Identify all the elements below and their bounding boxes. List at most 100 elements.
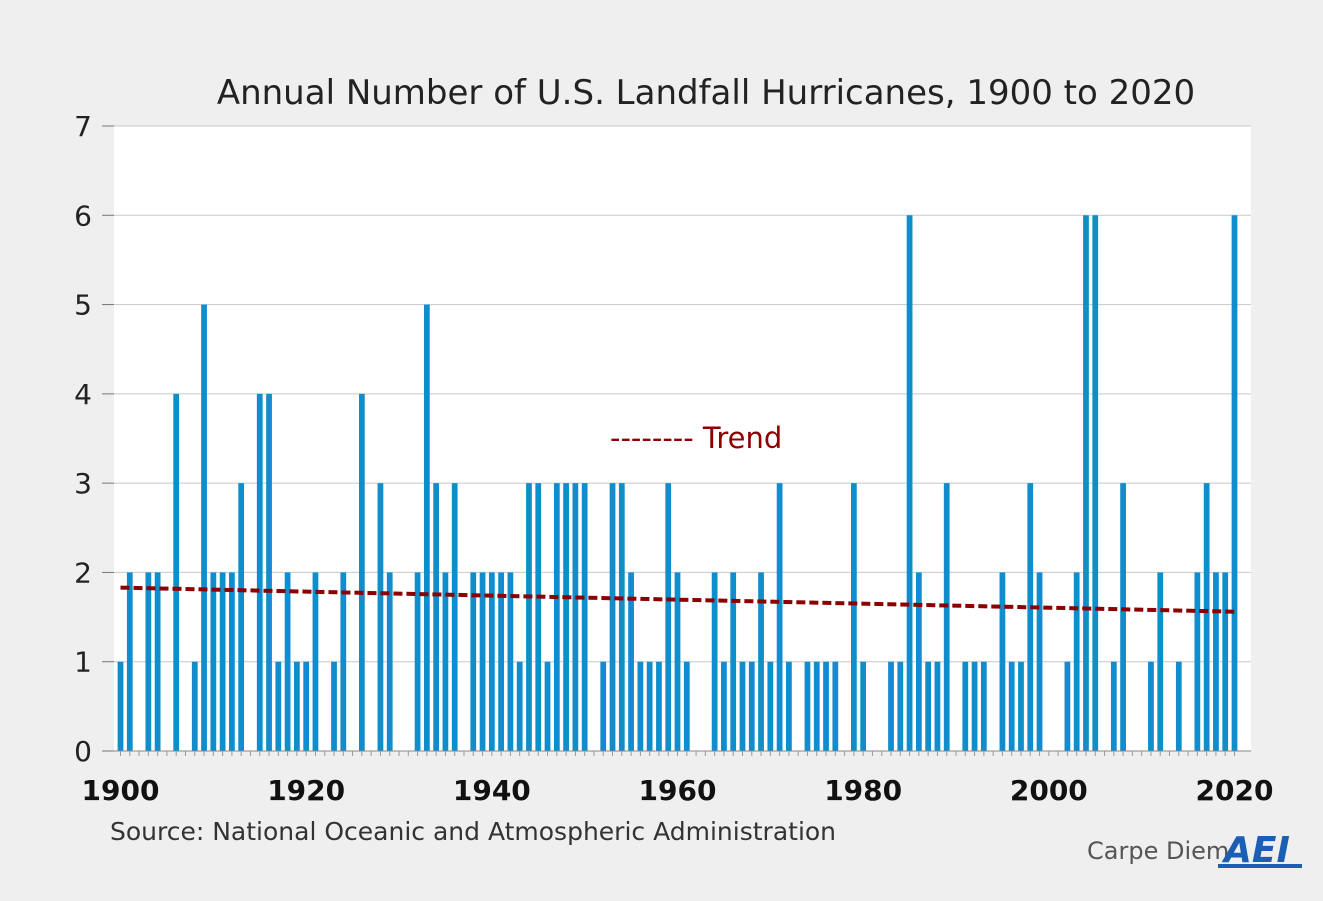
bar <box>1092 215 1099 752</box>
bar <box>1194 572 1201 751</box>
source-note: Source: National Oceanic and Atmospheric… <box>110 817 836 846</box>
bar <box>1120 483 1126 751</box>
bar <box>414 572 421 751</box>
bar <box>767 661 774 751</box>
bar <box>804 661 811 751</box>
bar <box>609 483 616 751</box>
bar <box>1148 661 1154 751</box>
bar <box>646 661 653 751</box>
bar <box>340 572 347 751</box>
bar <box>600 661 607 751</box>
bar <box>618 483 625 751</box>
bar <box>999 572 1006 751</box>
bar <box>711 572 718 751</box>
bar <box>925 661 932 751</box>
bar <box>563 483 569 751</box>
bar <box>470 572 477 751</box>
aei-logo: AEI <box>1218 830 1302 871</box>
bar <box>851 483 857 751</box>
bar <box>572 483 579 751</box>
bar <box>154 572 161 751</box>
bar <box>229 572 235 751</box>
bar <box>145 572 152 751</box>
bar <box>191 661 198 751</box>
x-tick-label: 2000 <box>1010 774 1088 807</box>
x-tick-label: 1940 <box>453 774 531 807</box>
bar <box>201 304 207 751</box>
bar <box>451 483 458 751</box>
bars <box>117 215 1238 752</box>
bar <box>1213 572 1219 751</box>
bar <box>823 661 829 751</box>
bar <box>934 661 941 751</box>
plot-area <box>114 126 1251 751</box>
bar <box>971 661 978 751</box>
x-tick-label: 1900 <box>82 774 160 807</box>
bar <box>730 572 737 751</box>
bar <box>628 572 634 751</box>
x-tick-label: 1980 <box>824 774 902 807</box>
y-tick-label: 6 <box>74 199 92 232</box>
bar <box>210 572 217 751</box>
bar <box>1222 572 1229 751</box>
bar <box>386 572 393 751</box>
bar <box>674 572 681 751</box>
bar <box>721 661 727 751</box>
bar <box>377 483 384 751</box>
bar <box>331 661 337 751</box>
bar <box>1064 661 1071 751</box>
bar <box>888 661 894 751</box>
bar <box>1110 661 1117 751</box>
bar <box>860 661 867 751</box>
bar <box>915 572 922 751</box>
bar <box>1008 661 1015 751</box>
x-tick-label: 2020 <box>1196 774 1274 807</box>
bar <box>498 572 504 751</box>
y-tick-label: 4 <box>74 378 92 411</box>
bar <box>284 572 291 751</box>
bar <box>980 661 987 751</box>
y-tick-label: 1 <box>74 646 92 679</box>
bar <box>266 393 272 751</box>
bar <box>126 572 133 751</box>
trend-layer <box>120 585 1235 614</box>
bar <box>1231 215 1238 752</box>
bar <box>219 572 226 751</box>
bar <box>488 572 495 751</box>
bar <box>275 661 282 751</box>
bar <box>832 661 839 751</box>
x-tick-label: 1920 <box>267 774 345 807</box>
bar <box>1157 572 1164 751</box>
y-tick-label: 3 <box>74 467 92 500</box>
bar <box>433 483 440 751</box>
bar <box>256 393 263 751</box>
bar <box>479 572 486 751</box>
bar <box>1083 215 1089 752</box>
bar <box>962 661 969 751</box>
bar <box>526 483 532 751</box>
bar <box>303 661 310 751</box>
bar <box>1036 572 1043 751</box>
bar <box>544 661 551 751</box>
bar <box>173 393 180 751</box>
bar <box>507 572 514 751</box>
bar <box>897 661 904 751</box>
bar <box>312 572 319 751</box>
bar <box>637 661 644 751</box>
bar <box>1203 483 1210 751</box>
bar <box>1027 483 1034 751</box>
bar <box>943 483 950 751</box>
bar <box>117 661 124 751</box>
y-tick-label: 2 <box>74 556 92 589</box>
bar <box>423 304 430 751</box>
bar <box>739 661 746 751</box>
trend-label: -------- Trend <box>610 421 782 455</box>
bar <box>906 215 913 752</box>
bar <box>683 661 690 751</box>
bar <box>238 483 245 751</box>
y-tick-label: 7 <box>74 110 92 143</box>
bar <box>1073 572 1080 751</box>
bar <box>553 483 560 751</box>
bar <box>758 572 764 751</box>
